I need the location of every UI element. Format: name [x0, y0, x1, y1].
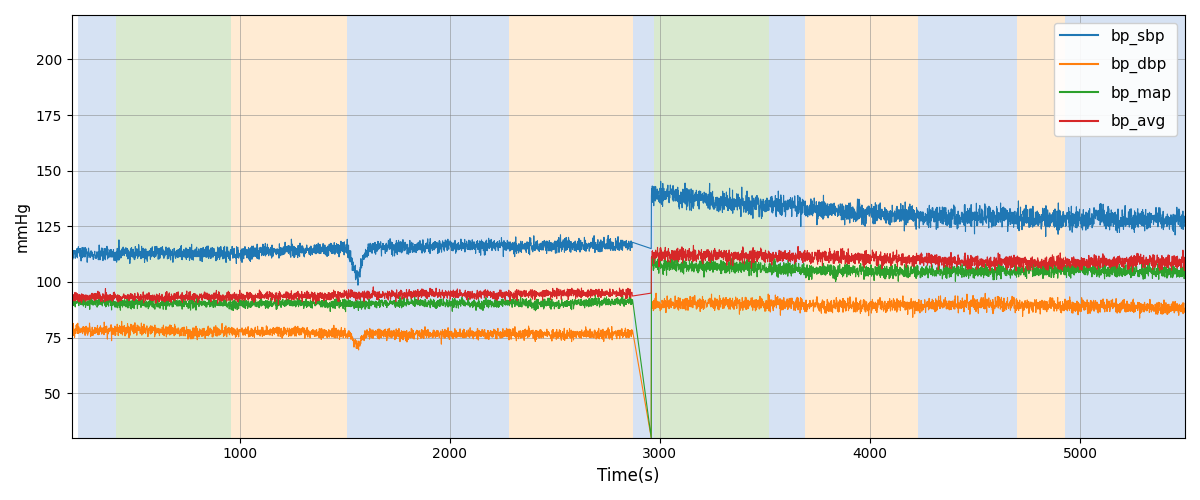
Bar [769, 15, 805, 438]
Bar [78, 15, 115, 438]
Bar [632, 15, 654, 438]
Bar [347, 15, 378, 438]
Legend: bp_sbp, bp_dbp, bp_map, bp_avg: bp_sbp, bp_dbp, bp_map, bp_avg [1054, 22, 1177, 136]
Bar [378, 15, 509, 438]
Bar [232, 15, 347, 438]
Bar [1016, 15, 1066, 438]
X-axis label: Time(s): Time(s) [598, 467, 660, 485]
Bar [115, 15, 232, 438]
Bar [1066, 15, 1186, 438]
Bar [509, 15, 568, 438]
Bar [918, 15, 1016, 438]
Bar [805, 15, 918, 438]
Bar [654, 15, 769, 438]
Bar [568, 15, 632, 438]
Y-axis label: mmHg: mmHg [16, 201, 30, 252]
